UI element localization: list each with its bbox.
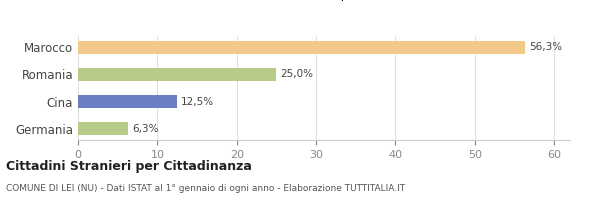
Text: 25,0%: 25,0% <box>280 69 313 79</box>
Text: 56,3%: 56,3% <box>529 42 562 52</box>
Bar <box>78 68 277 81</box>
Legend: Africa, Europa, Asia: Africa, Europa, Asia <box>244 0 404 1</box>
Text: 12,5%: 12,5% <box>181 97 214 107</box>
Bar <box>78 122 128 135</box>
Text: 6,3%: 6,3% <box>132 124 158 134</box>
Bar <box>78 41 525 54</box>
Text: Cittadini Stranieri per Cittadinanza: Cittadini Stranieri per Cittadinanza <box>6 160 252 173</box>
Text: COMUNE DI LEI (NU) - Dati ISTAT al 1° gennaio di ogni anno - Elaborazione TUTTIT: COMUNE DI LEI (NU) - Dati ISTAT al 1° ge… <box>6 184 405 193</box>
Bar <box>78 95 177 108</box>
